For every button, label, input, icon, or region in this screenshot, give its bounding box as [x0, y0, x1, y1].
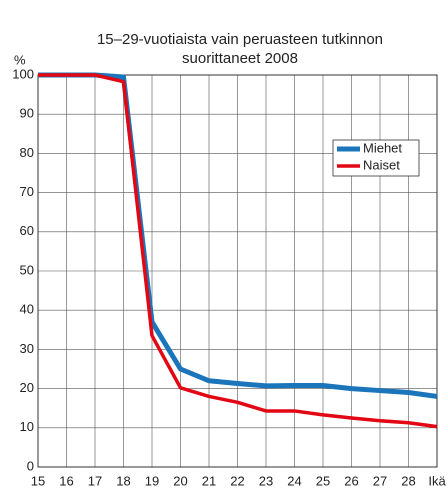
x-tick-label: 27: [373, 473, 387, 488]
y-tick-label: 100: [12, 66, 34, 81]
plot-frame: [37, 74, 438, 468]
x-tick-label: 24: [287, 473, 301, 488]
y-tick-label: 0: [27, 458, 34, 473]
y-tick-label: 70: [20, 184, 34, 199]
y-tick-label: 80: [20, 145, 34, 160]
y-tick-label: 30: [20, 341, 34, 356]
y-tick-label: 60: [20, 223, 34, 238]
x-tick-label: 19: [145, 473, 159, 488]
x-tick-label: 20: [173, 473, 187, 488]
legend-box: [332, 139, 420, 177]
x-tick-label: 16: [59, 473, 73, 488]
x-tick-label: 22: [230, 473, 244, 488]
x-tick-label: 28: [401, 473, 415, 488]
y-axis-label: %: [14, 52, 26, 67]
x-axis-label: Ikä: [428, 473, 446, 488]
y-tick-label: 10: [20, 419, 34, 434]
legend-label: Miehet: [363, 140, 402, 155]
x-tick-label: 17: [88, 473, 102, 488]
x-tick-label: 25: [316, 473, 330, 488]
y-tick-label: 40: [20, 302, 34, 317]
x-tick-label: 18: [116, 473, 130, 488]
y-tick-label: 90: [20, 106, 34, 121]
y-tick-label: 50: [20, 262, 34, 277]
legend: Miehet Naiset: [332, 139, 420, 177]
line-series: [38, 73, 438, 429]
x-tick-label: 23: [259, 473, 273, 488]
x-tick-label: 15: [31, 473, 45, 488]
chart-title: suorittaneet 2008: [182, 50, 298, 67]
legend-label: Naiset: [363, 157, 400, 172]
x-tick-label: 21: [202, 473, 216, 488]
chart-title: 15–29-vuotiaista vain peruasteen tutkinn…: [97, 31, 383, 48]
y-tick-label: 20: [20, 380, 34, 395]
x-tick-label: 26: [344, 473, 358, 488]
